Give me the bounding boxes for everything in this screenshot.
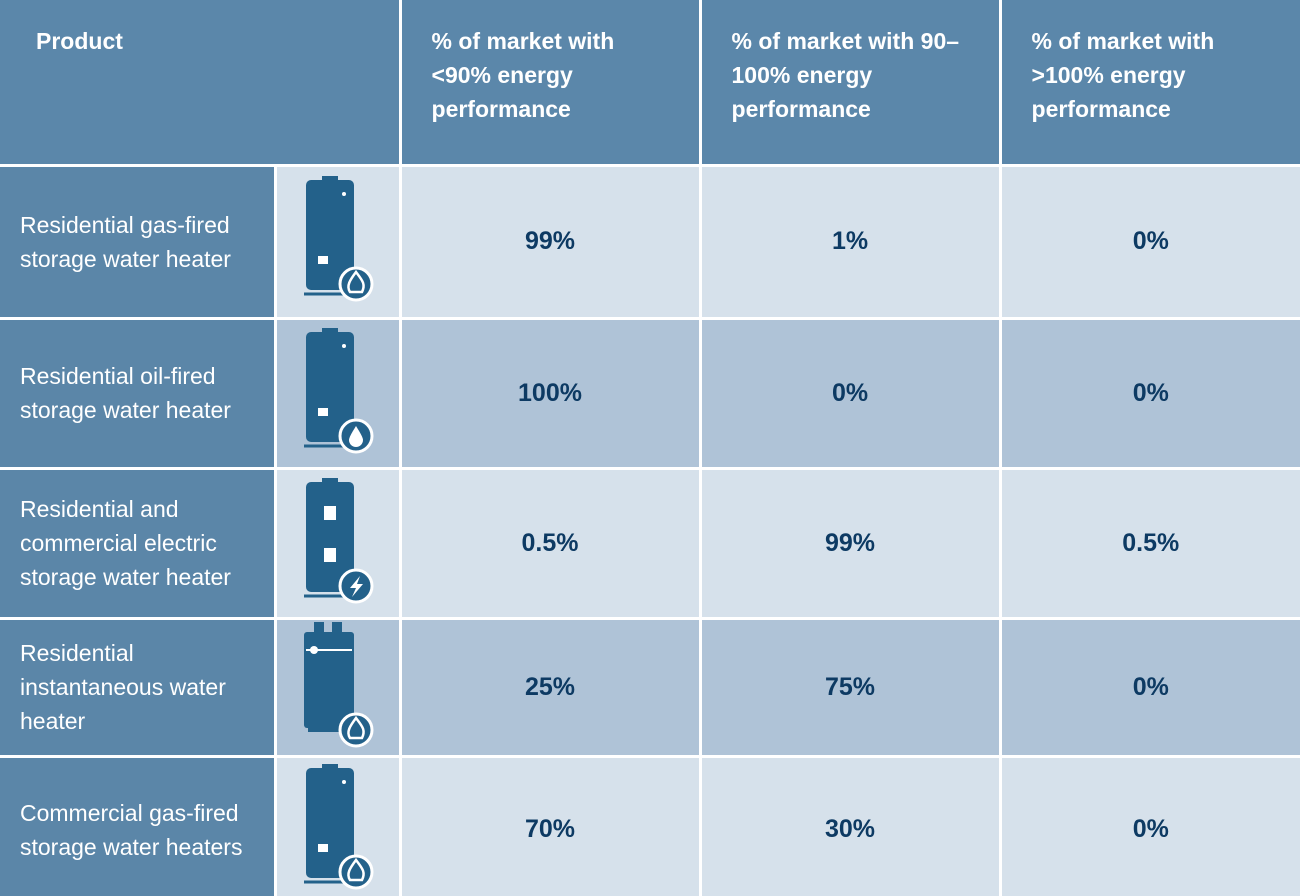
table-row: Residential and commercial electric stor… — [0, 466, 1300, 620]
product-icon — [273, 163, 402, 320]
product-name: Residential oil-fired storage water heat… — [0, 316, 277, 470]
water-heater-icon — [303, 176, 373, 302]
product-name: Residential instantaneous water heater — [0, 616, 277, 758]
water-heater-icon — [303, 764, 373, 890]
value-cell: 0% — [698, 316, 1002, 470]
value-cell: 0% — [998, 163, 1300, 320]
product-name: Residential gas-fired storage water heat… — [0, 163, 277, 320]
table-body: Residential gas-fired storage water heat… — [0, 163, 1300, 896]
header-cell: % of market with 90–100% energy performa… — [698, 0, 1002, 167]
value-cell: 25% — [398, 616, 702, 758]
header-cell: % of market with >100% energy performanc… — [998, 0, 1300, 167]
water-heater-icon — [303, 477, 373, 603]
header-cell: Product — [0, 0, 402, 167]
value-cell: 100% — [398, 316, 702, 470]
value-cell: 70% — [398, 754, 702, 896]
product-icon — [273, 316, 402, 470]
header-row: Product% of market with <90% energy perf… — [0, 0, 1300, 167]
value-cell: 75% — [698, 616, 1002, 758]
table-row: Residential gas-fired storage water heat… — [0, 163, 1300, 320]
product-icon — [273, 754, 402, 896]
table-row: Residential instantaneous water heater 25… — [0, 616, 1300, 758]
header-cell: % of market with <90% energy performance — [398, 0, 702, 167]
product-icon — [273, 616, 402, 758]
product-name: Commercial gas-fired storage water heate… — [0, 754, 277, 896]
table-row: Residential oil-fired storage water heat… — [0, 316, 1300, 470]
value-cell: 0.5% — [998, 466, 1300, 620]
water-heater-icon — [303, 327, 373, 453]
value-cell: 0.5% — [398, 466, 702, 620]
value-cell: 0% — [998, 316, 1300, 470]
product-icon — [273, 466, 402, 620]
value-cell: 99% — [698, 466, 1002, 620]
value-cell: 0% — [998, 616, 1300, 758]
table-row: Commercial gas-fired storage water heate… — [0, 754, 1300, 896]
value-cell: 30% — [698, 754, 1002, 896]
value-cell: 0% — [998, 754, 1300, 896]
product-name: Residential and commercial electric stor… — [0, 466, 277, 620]
value-cell: 99% — [398, 163, 702, 320]
water-heater-icon — [303, 621, 373, 747]
value-cell: 1% — [698, 163, 1002, 320]
